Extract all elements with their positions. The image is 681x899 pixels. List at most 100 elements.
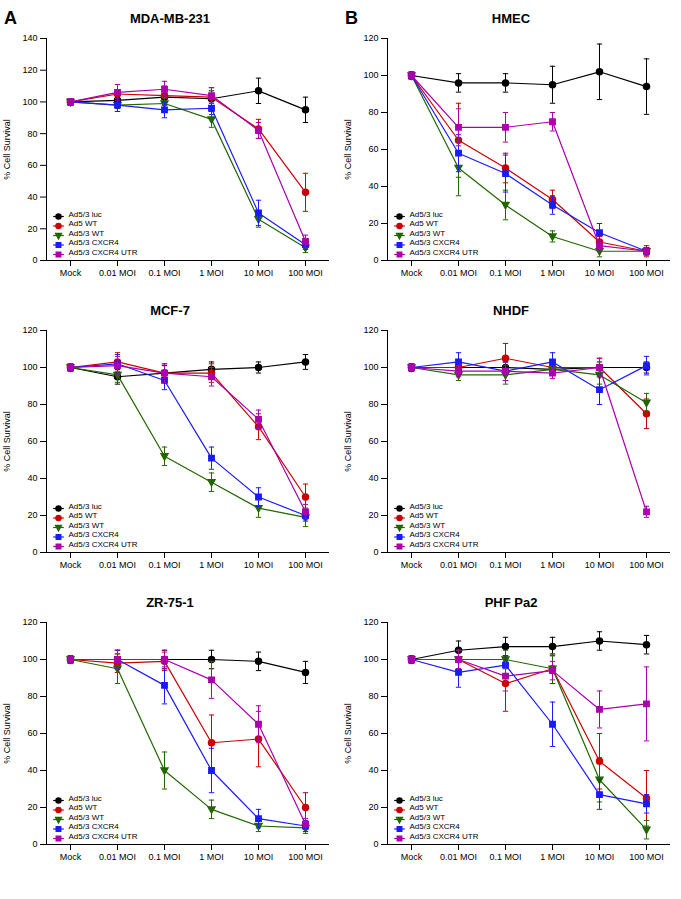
svg-text:100 MOI: 100 MOI (629, 560, 664, 570)
svg-text:0.1 MOI: 0.1 MOI (148, 852, 180, 862)
svg-text:Ad5/3 CXCR4 UTR: Ad5/3 CXCR4 UTR (69, 248, 138, 257)
svg-text:0.1 MOI: 0.1 MOI (489, 852, 521, 862)
svg-text:120: 120 (22, 617, 37, 627)
svg-text:1 MOI: 1 MOI (540, 268, 565, 278)
svg-text:% Cell Survival: % Cell Survival (343, 411, 353, 472)
svg-text:60: 60 (27, 728, 37, 738)
svg-text:10 MOI: 10 MOI (585, 560, 615, 570)
svg-text:100 MOI: 100 MOI (629, 852, 664, 862)
svg-text:0.1 MOI: 0.1 MOI (489, 268, 521, 278)
svg-text:0.01 MOI: 0.01 MOI (99, 268, 136, 278)
svg-text:Ad5/3 WT: Ad5/3 WT (69, 521, 105, 530)
svg-text:% Cell Survival: % Cell Survival (2, 411, 12, 472)
svg-text:40: 40 (27, 473, 37, 483)
svg-text:% Cell Survival: % Cell Survival (2, 703, 12, 764)
svg-text:40: 40 (368, 181, 378, 191)
svg-text:0.01 MOI: 0.01 MOI (99, 852, 136, 862)
svg-text:Ad5/3 luc: Ad5/3 luc (410, 502, 443, 511)
svg-text:Mock: Mock (60, 560, 82, 570)
svg-text:20: 20 (368, 510, 378, 520)
svg-text:Ad5/3 CXCR4: Ad5/3 CXCR4 (69, 238, 120, 247)
svg-text:Ad5/3 CXCR4 UTR: Ad5/3 CXCR4 UTR (410, 540, 479, 549)
svg-text:20: 20 (368, 218, 378, 228)
svg-text:Ad5 WT: Ad5 WT (69, 511, 98, 520)
svg-text:1 MOI: 1 MOI (199, 560, 224, 570)
svg-text:100: 100 (22, 362, 37, 372)
svg-text:0: 0 (32, 547, 37, 557)
svg-text:0: 0 (373, 255, 378, 265)
svg-text:Ad5/3 luc: Ad5/3 luc (69, 502, 102, 511)
svg-text:100 MOI: 100 MOI (288, 268, 323, 278)
svg-text:0.1 MOI: 0.1 MOI (489, 560, 521, 570)
svg-text:Ad5/3 CXCR4: Ad5/3 CXCR4 (69, 822, 120, 831)
svg-text:20: 20 (368, 802, 378, 812)
svg-text:Ad5/3 CXCR4 UTR: Ad5/3 CXCR4 UTR (410, 248, 479, 257)
svg-text:Ad5 WT: Ad5 WT (69, 219, 98, 228)
svg-text:Mock: Mock (60, 852, 82, 862)
svg-text:Ad5 WT: Ad5 WT (410, 219, 439, 228)
svg-text:10 MOI: 10 MOI (585, 852, 615, 862)
svg-text:20: 20 (27, 802, 37, 812)
svg-text:1 MOI: 1 MOI (199, 268, 224, 278)
svg-text:80: 80 (27, 691, 37, 701)
svg-text:40: 40 (27, 192, 37, 202)
svg-text:10 MOI: 10 MOI (244, 268, 274, 278)
svg-text:Ad5/3 luc: Ad5/3 luc (410, 210, 443, 219)
svg-text:0.01 MOI: 0.01 MOI (440, 560, 477, 570)
svg-text:20: 20 (27, 510, 37, 520)
svg-text:0.1 MOI: 0.1 MOI (148, 560, 180, 570)
svg-text:40: 40 (368, 473, 378, 483)
svg-text:100: 100 (22, 97, 37, 107)
svg-text:Ad5 WT: Ad5 WT (69, 803, 98, 812)
svg-text:Ad5 WT: Ad5 WT (410, 803, 439, 812)
svg-text:1 MOI: 1 MOI (540, 852, 565, 862)
svg-text:40: 40 (27, 765, 37, 775)
svg-text:Ad5/3 CXCR4 UTR: Ad5/3 CXCR4 UTR (410, 832, 479, 841)
svg-text:120: 120 (363, 325, 378, 335)
svg-text:10 MOI: 10 MOI (244, 852, 274, 862)
svg-text:120: 120 (22, 325, 37, 335)
svg-text:Ad5 WT: Ad5 WT (410, 511, 439, 520)
svg-text:60: 60 (368, 728, 378, 738)
svg-text:80: 80 (368, 399, 378, 409)
svg-text:60: 60 (27, 160, 37, 170)
svg-text:Ad5/3 CXCR4: Ad5/3 CXCR4 (410, 530, 461, 539)
svg-text:100 MOI: 100 MOI (288, 852, 323, 862)
svg-text:Mock: Mock (401, 852, 423, 862)
svg-text:100 MOI: 100 MOI (629, 268, 664, 278)
svg-text:80: 80 (27, 399, 37, 409)
svg-text:1 MOI: 1 MOI (199, 852, 224, 862)
svg-text:Ad5/3 CXCR4 UTR: Ad5/3 CXCR4 UTR (69, 540, 138, 549)
svg-text:60: 60 (368, 436, 378, 446)
svg-text:60: 60 (27, 436, 37, 446)
svg-text:Ad5/3 CXCR4: Ad5/3 CXCR4 (69, 530, 120, 539)
svg-text:Ad5/3 luc: Ad5/3 luc (410, 794, 443, 803)
svg-text:0: 0 (373, 547, 378, 557)
svg-text:Ad5/3 CXCR4: Ad5/3 CXCR4 (410, 238, 461, 247)
svg-text:Ad5/3 WT: Ad5/3 WT (410, 229, 446, 238)
svg-text:100: 100 (363, 362, 378, 372)
svg-text:Ad5/3 WT: Ad5/3 WT (69, 813, 105, 822)
svg-text:60: 60 (368, 144, 378, 154)
svg-text:% Cell Survival: % Cell Survival (343, 703, 353, 764)
svg-text:0.1 MOI: 0.1 MOI (148, 268, 180, 278)
svg-text:80: 80 (27, 129, 37, 139)
svg-text:Mock: Mock (401, 268, 423, 278)
svg-text:80: 80 (368, 691, 378, 701)
svg-text:0: 0 (32, 839, 37, 849)
svg-text:0: 0 (32, 255, 37, 265)
svg-text:0: 0 (373, 839, 378, 849)
svg-text:100: 100 (363, 70, 378, 80)
svg-text:120: 120 (363, 33, 378, 43)
svg-text:% Cell Survival: % Cell Survival (343, 119, 353, 180)
svg-text:100 MOI: 100 MOI (288, 560, 323, 570)
svg-text:Ad5/3 CXCR4 UTR: Ad5/3 CXCR4 UTR (69, 832, 138, 841)
svg-text:Ad5/3 luc: Ad5/3 luc (69, 210, 102, 219)
svg-text:1 MOI: 1 MOI (540, 560, 565, 570)
svg-text:Mock: Mock (60, 268, 82, 278)
svg-text:100: 100 (363, 654, 378, 664)
svg-text:120: 120 (22, 65, 37, 75)
svg-text:Mock: Mock (401, 560, 423, 570)
svg-text:100: 100 (22, 654, 37, 664)
svg-text:140: 140 (22, 33, 37, 43)
